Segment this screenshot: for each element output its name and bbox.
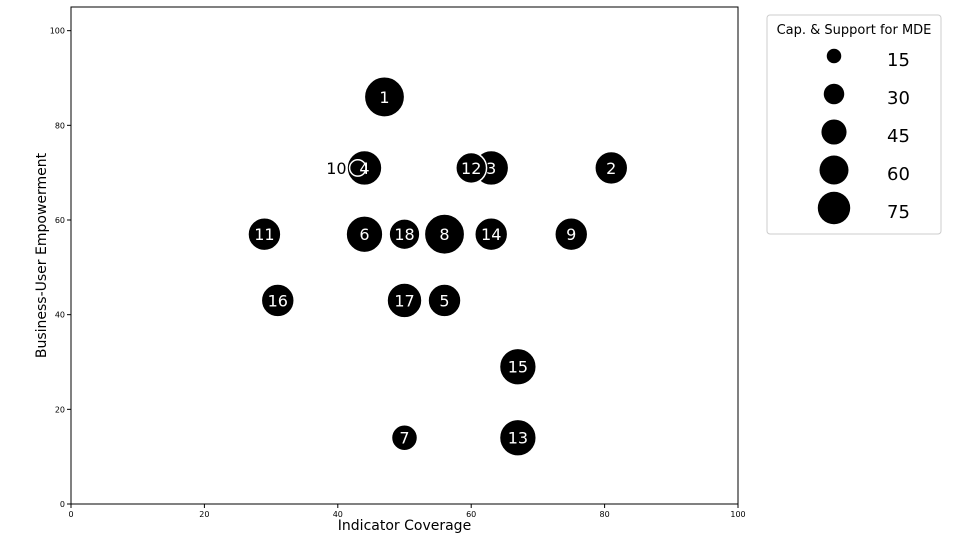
bubble-15: [498, 347, 538, 386]
legend-label-60: 60: [887, 164, 910, 185]
x-tick-label: 100: [730, 510, 745, 519]
bubble-5: [427, 283, 462, 318]
y-tick-label: 40: [55, 311, 65, 320]
bubble-label-17: 17: [394, 291, 414, 310]
bubble-label-16: 16: [268, 291, 288, 310]
bubble-label-5: 5: [439, 291, 449, 310]
legend-marker-30: [823, 83, 845, 105]
bubble-9: [554, 217, 589, 252]
y-tick-label: 100: [50, 27, 65, 36]
bubble-label-3: 3: [486, 159, 496, 178]
x-tick-label: 0: [68, 510, 73, 519]
bubble-12: [455, 151, 488, 185]
bubble-label-10: 10: [326, 159, 346, 178]
bubble-label-7: 7: [399, 429, 409, 448]
x-axis-ticks: 0 20 40 60 80 100: [68, 504, 746, 519]
legend-marker-15: [826, 48, 842, 64]
legend-label-45: 45: [887, 126, 910, 147]
bubble-label-13: 13: [508, 429, 528, 448]
legend-marker-75: [817, 191, 851, 225]
bubble-6: [345, 215, 384, 254]
bubble-17: [386, 282, 423, 319]
y-axis-ticks: 0 20 40 60 80 100: [50, 27, 71, 509]
x-axis-title: Indicator Coverage: [338, 518, 471, 534]
bubble-18: [388, 218, 421, 251]
x-tick-label: 60: [466, 510, 476, 519]
x-tick-label: 80: [600, 510, 610, 519]
legend-label-30: 30: [887, 88, 910, 109]
bubble-1: [363, 76, 406, 118]
bubble-label-2: 2: [606, 159, 616, 178]
bubble-11: [247, 217, 282, 252]
size-legend: Cap. & Support for MDE 15 30 45 60 75: [766, 14, 942, 235]
bubble-label-14: 14: [481, 225, 501, 244]
x-tick-label: 40: [333, 510, 343, 519]
legend-title: Cap. & Support for MDE: [777, 23, 932, 38]
legend-marker-60: [819, 155, 849, 185]
y-tick-label: 20: [55, 405, 65, 414]
bubble-label-4: 4: [359, 159, 369, 178]
y-tick-label: 80: [55, 121, 65, 130]
bubble-10: [348, 158, 367, 177]
y-axis-title: Business-User Empowerment: [34, 152, 50, 358]
bubble-7: [390, 423, 419, 452]
x-tick-label: 20: [199, 510, 209, 519]
bubble-label-8: 8: [439, 225, 449, 244]
bubble-label-1: 1: [379, 88, 389, 107]
legend-marker-45: [821, 119, 847, 145]
bubble-label-15: 15: [508, 358, 528, 377]
legend-box: [766, 14, 942, 235]
y-tick-label: 0: [60, 500, 65, 509]
bubble-16: [260, 283, 295, 318]
legend-items: 15 30 45 60 75: [817, 48, 910, 225]
bubble-label-11: 11: [254, 225, 274, 244]
plot-area: [70, 6, 739, 505]
bubble-14: [474, 217, 509, 252]
bubble-2: [594, 150, 629, 186]
y-tick-label: 60: [55, 216, 65, 225]
bubble-label-9: 9: [566, 225, 576, 244]
bubble-label-12: 12: [461, 159, 481, 178]
legend-label-15: 15: [887, 50, 910, 71]
bubble-label-6: 6: [359, 225, 369, 244]
bubble-label-18: 18: [394, 225, 414, 244]
bubble-13: [498, 418, 538, 457]
bubble-8: [423, 213, 466, 256]
legend-label-75: 75: [887, 202, 910, 223]
